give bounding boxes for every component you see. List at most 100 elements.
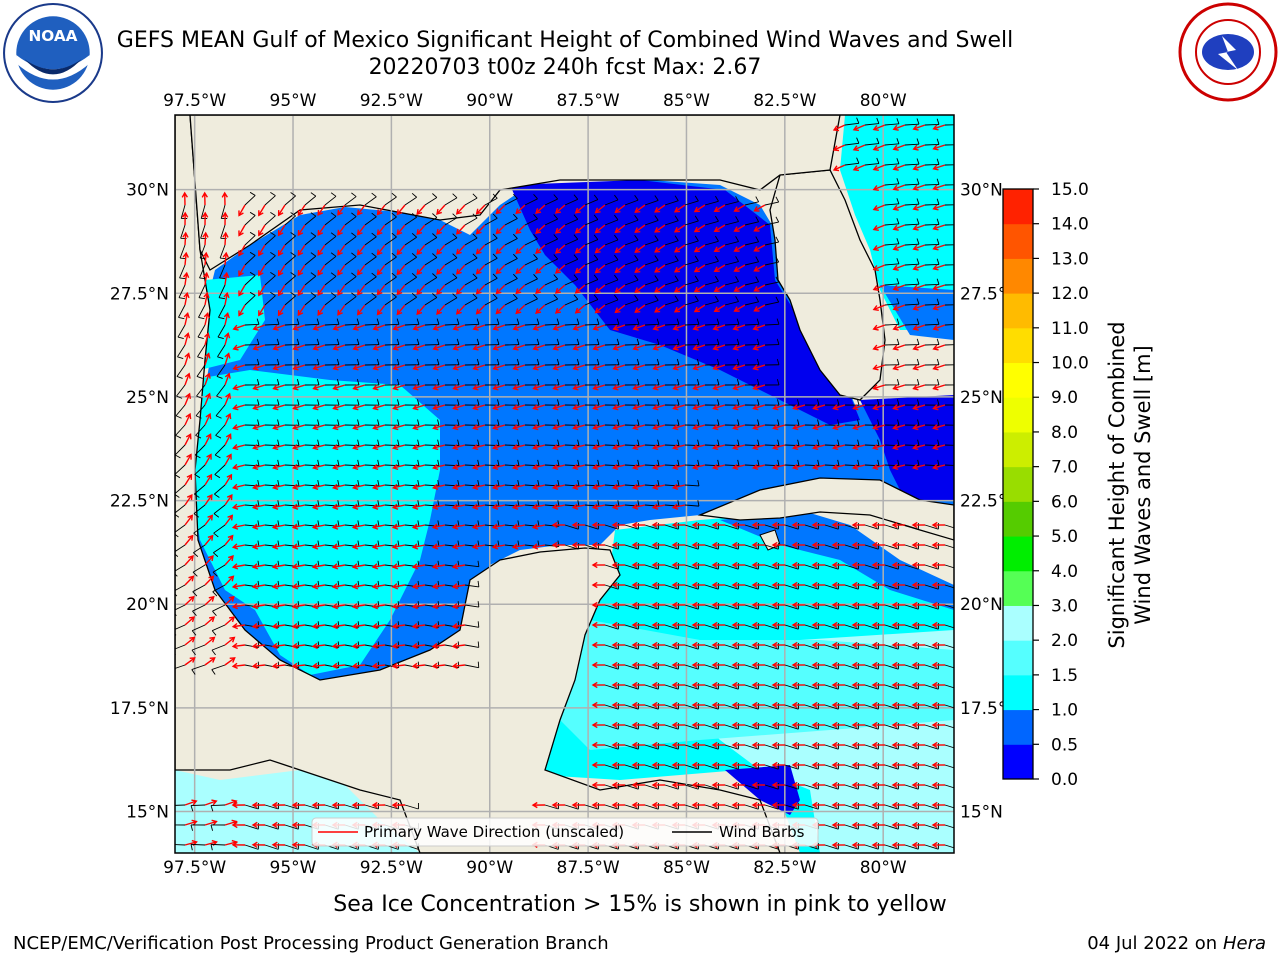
- wave-direction-arrow: [224, 293, 228, 306]
- wave-direction-arrowhead: [831, 761, 838, 769]
- wind-barb-flag: [316, 318, 320, 325]
- wave-direction-arrow: [853, 124, 866, 131]
- wave-direction-arrowhead: [592, 424, 599, 431]
- wind-barb: [644, 664, 659, 670]
- wind-barb: [444, 277, 458, 286]
- wave-direction-arrowhead: [891, 581, 898, 589]
- wave-direction-arrowhead: [671, 621, 678, 629]
- wind-barb: [304, 804, 319, 810]
- wave-direction-arrowhead: [297, 310, 304, 317]
- wind-barb-flag: [737, 459, 740, 466]
- wind-barb: [904, 804, 919, 810]
- wave-direction-arrow: [233, 624, 246, 628]
- wave-direction-arrow: [184, 454, 192, 466]
- wind-barb-flag: [537, 439, 540, 446]
- wind-barb-flag: [553, 214, 559, 220]
- wave-direction-arrowhead: [431, 583, 439, 590]
- wave-direction-arrow: [713, 384, 726, 390]
- wave-direction-arrowhead: [352, 444, 359, 451]
- wind-barb: [194, 444, 206, 456]
- wave-direction-arrowhead: [211, 799, 218, 806]
- wind-barb: [904, 764, 919, 770]
- wave-direction-arrowhead: [491, 523, 499, 530]
- wind-barb: [244, 504, 259, 507]
- wave-direction-arrow: [674, 224, 686, 233]
- wave-direction-arrowhead: [317, 229, 324, 237]
- wave-direction-arrowhead: [312, 344, 319, 351]
- wind-barb: [884, 664, 899, 670]
- wave-direction-arrowhead: [351, 622, 358, 630]
- wave-direction-arrow: [933, 364, 946, 370]
- wave-direction-arrowhead: [733, 206, 740, 212]
- wind-barb: [564, 484, 579, 487]
- wind-barb-flag: [192, 571, 198, 577]
- wind-barb-flag: [290, 252, 296, 257]
- wind-barb: [191, 644, 206, 651]
- wave-direction-arrowhead: [732, 463, 739, 471]
- lon-tick-label-bottom: 80°W: [860, 858, 907, 878]
- wave-direction-arrowhead: [614, 207, 621, 214]
- wave-direction-arrowhead: [871, 561, 878, 569]
- wave-direction-arrowhead: [311, 563, 319, 570]
- wave-direction-arrowhead: [731, 741, 738, 749]
- wave-direction-arrow: [273, 604, 286, 608]
- wave-direction-arrowhead: [226, 473, 233, 480]
- wind-barb: [524, 238, 538, 246]
- wind-barb-flag: [636, 338, 640, 345]
- wind-barb: [344, 323, 360, 326]
- wind-barb: [484, 484, 499, 487]
- wave-direction-arrowhead: [911, 661, 918, 669]
- wave-direction-arrowhead: [185, 392, 192, 399]
- wave-direction-arrow: [553, 324, 566, 330]
- wave-direction-arrowhead: [412, 324, 419, 331]
- wave-direction-arrow: [513, 364, 526, 370]
- wave-direction-arrow: [413, 624, 426, 628]
- wave-direction-arrowhead: [451, 662, 458, 670]
- wave-direction-arrowhead: [931, 561, 938, 569]
- wave-direction-arrow: [573, 404, 586, 410]
- wave-direction-arrowhead: [436, 248, 442, 255]
- wave-direction-arrowhead: [872, 165, 879, 171]
- wind-barb-flag: [376, 379, 380, 386]
- wave-direction-arrowhead: [872, 145, 879, 151]
- wind-barb: [180, 224, 186, 239]
- wave-direction-arrowhead: [932, 204, 939, 211]
- wave-direction-arrow: [297, 224, 306, 236]
- wind-barb-flag: [277, 641, 280, 648]
- wave-direction-arrowhead: [351, 543, 359, 550]
- wave-direction-arrowhead: [732, 324, 739, 331]
- wave-direction-arrowhead: [891, 641, 898, 649]
- wind-barb-flag: [537, 459, 540, 466]
- wave-direction-arrowhead: [227, 534, 234, 541]
- wind-barb-flag: [937, 399, 940, 406]
- wave-direction-arrow: [233, 464, 246, 469]
- wind-barb: [924, 664, 939, 670]
- wind-barb-flag: [596, 358, 600, 365]
- wave-direction-arrowhead: [572, 463, 579, 471]
- wave-direction-arrowhead: [691, 701, 698, 709]
- wind-barb: [264, 295, 276, 306]
- wind-barb: [884, 584, 899, 590]
- wave-direction-arrowhead: [292, 344, 299, 351]
- wind-barb: [464, 323, 480, 326]
- wind-barb: [744, 201, 759, 206]
- wave-direction-arrowhead: [751, 741, 758, 749]
- colorbar-tick-label: 11.0: [1051, 319, 1089, 339]
- wind-barb-flag: [213, 532, 219, 538]
- wind-barb: [584, 259, 599, 266]
- wind-barb: [664, 744, 679, 750]
- wind-barb-flag: [337, 500, 340, 507]
- wave-direction-arrowhead: [931, 681, 938, 689]
- wave-direction-arrowhead: [634, 267, 641, 273]
- wave-direction-arrowhead: [535, 228, 542, 234]
- wave-direction-arrowhead: [351, 563, 359, 570]
- wave-direction-arrow: [893, 144, 906, 150]
- wave-direction-arrowhead: [252, 424, 259, 431]
- wave-direction-arrow: [595, 244, 606, 254]
- wave-direction-arrow: [754, 304, 766, 312]
- wind-barb: [404, 804, 419, 810]
- wind-barb-flag: [637, 439, 640, 446]
- wave-direction-arrowhead: [551, 541, 558, 549]
- wind-barb: [564, 804, 579, 810]
- wave-direction-arrowhead: [691, 601, 698, 609]
